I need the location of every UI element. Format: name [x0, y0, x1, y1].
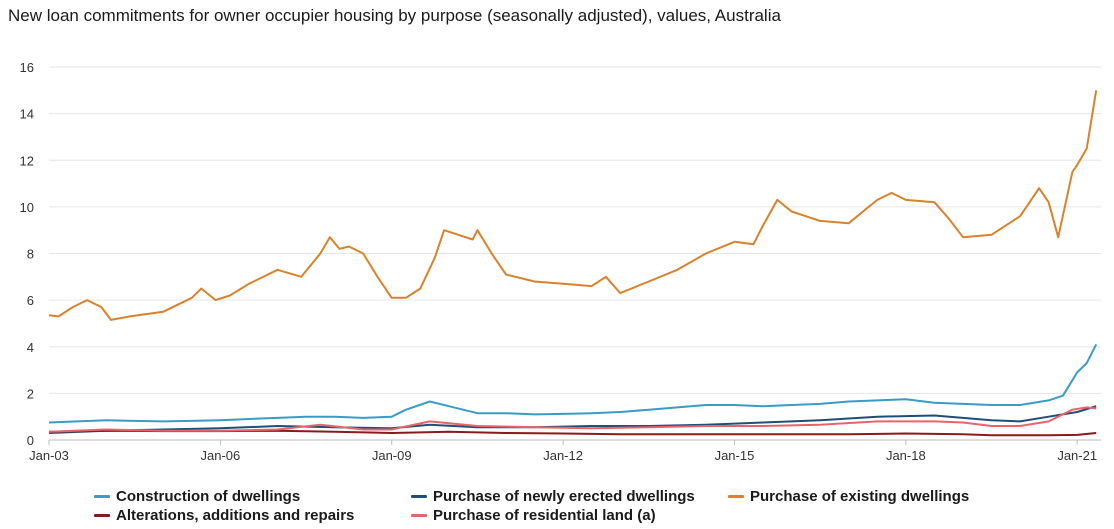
legend-label-construction: Construction of dwellings [116, 488, 301, 505]
y-tick-label-6: 6 [27, 293, 34, 308]
y-tick-label-10: 10 [20, 200, 34, 215]
x-tick-label-3: Jan-12 [543, 448, 583, 463]
y-tick-label-0: 0 [27, 433, 34, 448]
legend-item-construction[interactable]: Construction of dwellings [94, 488, 300, 505]
legend-item-newly-erected[interactable]: Purchase of newly erected dwellings [411, 488, 695, 505]
legend-item-alterations[interactable]: Alterations, additions and repairs [94, 507, 354, 524]
legend-item-existing[interactable]: Purchase of existing dwellings [728, 488, 969, 505]
legend-swatch-residential-land [411, 514, 427, 517]
y-tick-label-4: 4 [27, 340, 34, 355]
y-tick-label-16: 16 [20, 60, 34, 75]
series-line-4 [48, 406, 1097, 433]
legend-swatch-construction [94, 495, 110, 498]
x-tick-label-2: Jan-09 [372, 448, 412, 463]
x-tick-label-5: Jan-18 [886, 448, 926, 463]
y-tick-label-2: 2 [27, 386, 34, 401]
chart-title: New loan commitments for owner occupier … [8, 6, 781, 25]
x-tick-label-1: Jan-06 [200, 448, 240, 463]
chart-legend: Construction of dwellings Purchase of ne… [0, 486, 1114, 528]
x-tick-label-6: Jan-21 [1057, 448, 1097, 463]
legend-swatch-alterations [94, 514, 110, 517]
line-chart: 0 2 4 6 8 10 12 14 16 Jan-03 Jan-06 Jan-09 Jan-12 Jan… [20, 60, 1101, 463]
y-tick-label-8: 8 [27, 247, 34, 262]
series-line-0 [48, 343, 1098, 424]
legend-label-newly-erected: Purchase of newly erected dwellings [433, 488, 695, 505]
x-tick-label-0: Jan-03 [29, 448, 69, 463]
legend-swatch-existing [728, 495, 744, 498]
series-line-1 [48, 405, 1097, 434]
legend-label-existing: Purchase of existing dwellings [750, 488, 970, 505]
y-tick-label-12: 12 [20, 153, 34, 168]
y-tick-label-14: 14 [20, 107, 34, 122]
legend-item-residential-land[interactable]: Purchase of residential land (a) [411, 507, 656, 524]
legend-label-residential-land: Purchase of residential land (a) [433, 507, 656, 524]
series-line-2 [48, 90, 1098, 321]
legend-swatch-newly-erected [411, 495, 427, 498]
legend-label-alterations: Alterations, additions and repairs [116, 507, 355, 524]
x-tick-label-4: Jan-15 [715, 448, 755, 463]
